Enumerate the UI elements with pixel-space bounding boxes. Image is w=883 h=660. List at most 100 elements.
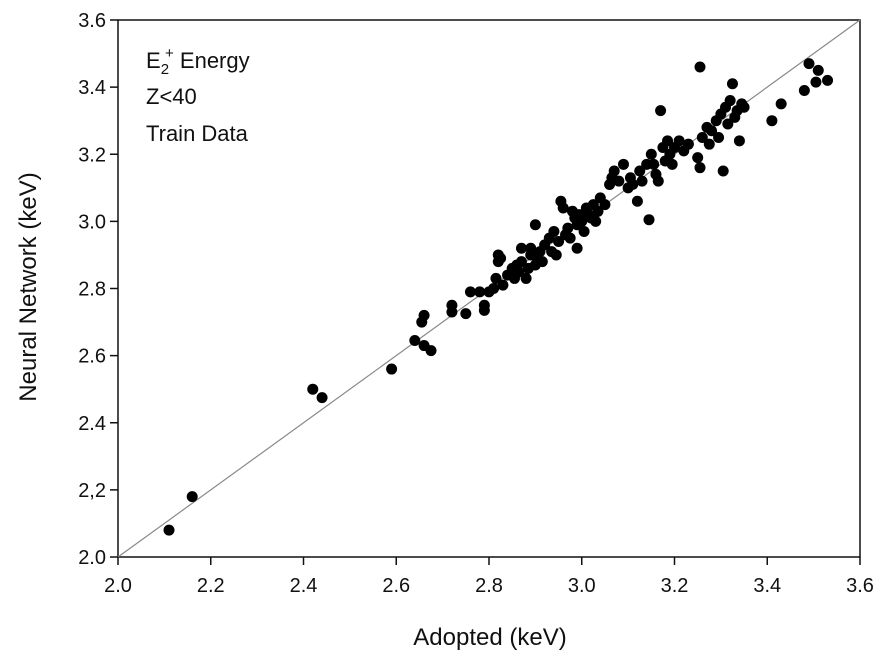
data-point: [694, 162, 706, 174]
annotation-line-1: E2+ Energy: [146, 45, 250, 78]
data-point: [812, 64, 824, 76]
annotation-superscript: +: [165, 45, 174, 62]
x-tick-label: 3.0: [568, 575, 596, 597]
x-tick-label: 2.2: [197, 575, 225, 597]
data-point: [186, 491, 198, 503]
data-point: [617, 158, 629, 170]
y-tick-label: 3.2: [78, 144, 106, 166]
y-axis-title: Neural Network (keV): [15, 172, 42, 401]
data-point: [652, 175, 664, 187]
data-point: [520, 272, 532, 284]
data-point: [460, 308, 472, 320]
y-tick-label: 2.0: [78, 547, 106, 569]
annotation-line-3: Train Data: [146, 121, 249, 146]
annotation-e-base: E: [146, 48, 161, 73]
data-point: [515, 242, 527, 254]
data-point: [696, 131, 708, 143]
x-tick-label: 2.4: [290, 575, 318, 597]
data-point: [386, 363, 398, 375]
data-point: [446, 306, 458, 318]
data-point: [525, 242, 537, 254]
x-tick-label: 2.8: [475, 575, 503, 597]
x-axis-title: Adopted (keV): [413, 624, 566, 651]
data-point: [822, 74, 834, 86]
data-point: [564, 232, 576, 244]
data-point: [803, 58, 815, 70]
data-point: [706, 125, 718, 137]
data-point: [713, 131, 725, 143]
x-tick-label: 3.6: [846, 575, 874, 597]
data-point: [599, 199, 611, 211]
y-tick-label: 3.6: [78, 10, 106, 32]
data-point: [662, 135, 674, 147]
data-point: [578, 225, 590, 237]
data-point: [513, 266, 525, 278]
annotation-energy: Energy: [174, 48, 250, 73]
data-point: [608, 165, 620, 177]
data-point: [692, 152, 704, 164]
y-tick-label: 2.4: [78, 413, 106, 435]
data-point: [631, 195, 643, 207]
data-point: [717, 165, 729, 177]
data-point: [562, 222, 574, 234]
data-point: [464, 286, 476, 298]
data-point: [673, 135, 685, 147]
x-tick-label: 2.0: [104, 575, 132, 597]
data-point: [495, 252, 507, 264]
data-points: [163, 58, 834, 536]
data-point: [726, 78, 738, 90]
data-point: [766, 115, 778, 127]
data-point: [529, 219, 541, 231]
data-point: [643, 214, 655, 226]
data-point: [576, 215, 588, 227]
annotation-line-2: Z<40: [146, 84, 197, 109]
data-point: [655, 105, 667, 117]
annotation-subscript: 2: [161, 61, 169, 78]
data-point: [592, 205, 604, 217]
data-point: [590, 215, 602, 227]
data-point: [548, 225, 560, 237]
y-tick-label: 2.6: [78, 346, 106, 368]
data-point: [666, 158, 678, 170]
data-point: [722, 118, 734, 130]
data-point: [478, 304, 490, 316]
annotation-box: E2+ Energy Z<40 Train Data: [146, 45, 250, 146]
data-point: [613, 175, 625, 187]
data-point: [409, 335, 421, 347]
data-point: [775, 98, 787, 110]
data-point: [316, 392, 328, 404]
data-point: [703, 138, 715, 150]
data-point: [636, 175, 648, 187]
data-point: [474, 286, 486, 298]
data-point: [490, 272, 502, 284]
data-point: [733, 135, 745, 147]
data-point: [738, 101, 750, 113]
data-point: [648, 158, 660, 170]
data-point: [515, 256, 527, 268]
data-point: [497, 279, 509, 291]
data-point: [488, 283, 500, 294]
data-point: [810, 76, 822, 88]
x-tick-label: 2.6: [382, 575, 410, 597]
data-point: [645, 148, 657, 160]
data-point: [571, 242, 583, 254]
data-point: [694, 61, 706, 73]
data-point: [553, 236, 565, 248]
y-tick-label: 3.0: [78, 211, 106, 233]
data-point: [557, 202, 569, 214]
data-point: [798, 84, 810, 96]
y-axis: 2.0 2,2 2.4 2.6 2.8 3.0 3.2 3.4 3.6: [78, 10, 118, 569]
data-point: [682, 138, 694, 150]
data-point: [724, 95, 736, 107]
x-tick-label: 3.4: [753, 575, 781, 597]
data-point: [418, 309, 430, 321]
data-point: [634, 165, 646, 177]
data-point: [163, 524, 175, 536]
data-point: [425, 345, 437, 357]
y-tick-label: 3.4: [78, 77, 106, 99]
data-point: [536, 256, 548, 268]
data-point: [550, 249, 562, 261]
data-point: [307, 383, 319, 395]
x-axis: 2.0 2.2 2.4 2.6 2.8 3.0 3.2 3.4 3.6: [104, 557, 874, 597]
